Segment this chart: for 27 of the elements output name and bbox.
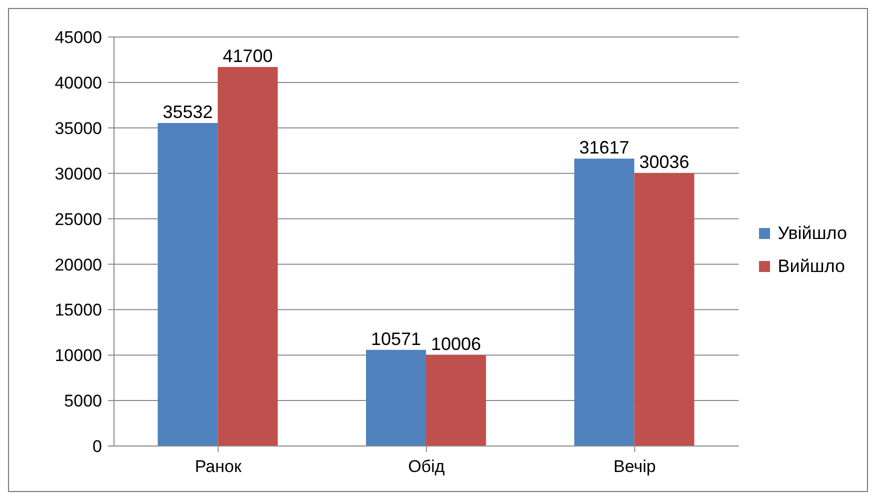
bar [426, 355, 486, 446]
bar [158, 123, 218, 446]
bar [634, 173, 694, 446]
data-label: 31617 [579, 138, 630, 158]
data-label: 10006 [430, 334, 482, 354]
y-tick-label: 35000 [54, 118, 102, 138]
y-tick-label: 30000 [54, 164, 102, 184]
y-tick-label: 10000 [54, 346, 102, 366]
y-tick-label: 5000 [64, 392, 102, 411]
x-tick-label: Обід [408, 457, 445, 476]
y-tick-label: 40000 [54, 73, 102, 92]
x-tick-label: Вечір [614, 457, 656, 476]
y-tick-label: 25000 [54, 210, 102, 229]
data-label: 35532 [162, 102, 213, 122]
legend-label: Вийшло [778, 256, 846, 277]
y-tick-label: 0 [92, 437, 102, 456]
data-label: 41700 [222, 46, 273, 66]
bar [218, 66, 278, 446]
y-tick-label: 15000 [54, 300, 102, 320]
legend-label: Увійшло [778, 223, 847, 244]
y-tick-label: 20000 [54, 255, 102, 274]
data-label: 10571 [370, 328, 422, 349]
x-tick-label: Ранок [194, 457, 242, 476]
bar [574, 158, 634, 446]
y-tick-label: 45000 [54, 28, 102, 48]
bar [366, 350, 426, 446]
data-label: 30036 [639, 152, 690, 172]
